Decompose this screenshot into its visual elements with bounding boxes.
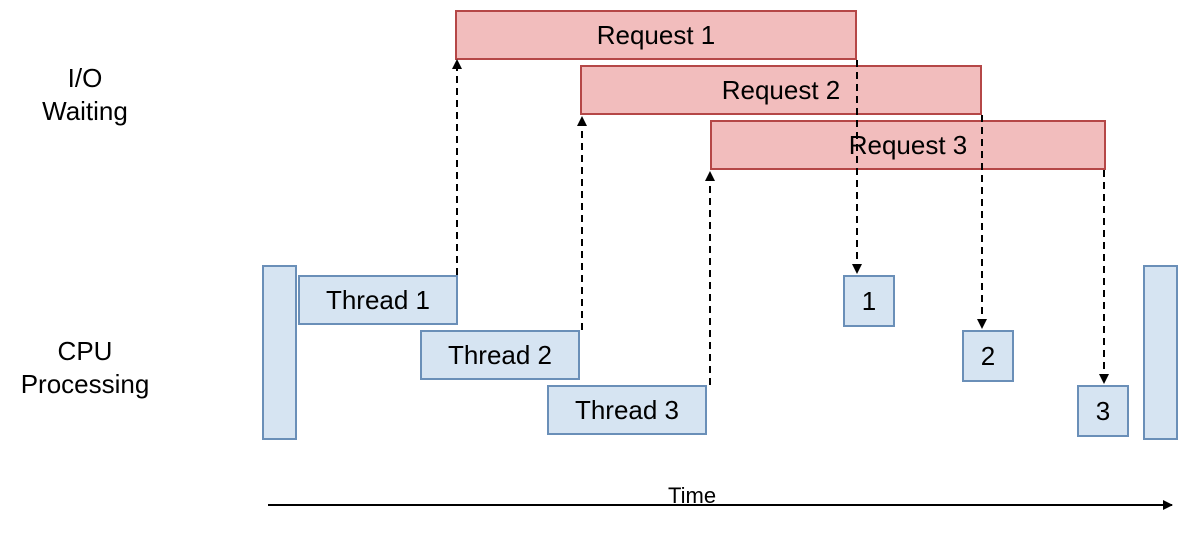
result-box-3: 3 [1077,385,1129,437]
result-label: 1 [862,286,876,317]
request-label: Request 1 [597,20,716,51]
request-label: Request 3 [849,130,968,161]
time-axis-label: Time [662,483,722,509]
cpu-block-left [262,265,297,440]
thread-box-2: Thread 2 [420,330,580,380]
thread-box-3: Thread 3 [547,385,707,435]
result-box-2: 2 [962,330,1014,382]
thread-label: Thread 3 [575,395,679,426]
request-box-1: Request 1 [455,10,857,60]
request-box-2: Request 2 [580,65,982,115]
io-waiting-line1: I/O [68,63,103,93]
time-text: Time [668,483,716,508]
thread-label: Thread 2 [448,340,552,371]
result-label: 3 [1096,396,1110,427]
thread-box-1: Thread 1 [298,275,458,325]
cpu-processing-label: CPU Processing [0,335,180,400]
cpu-processing-line1: CPU [58,336,113,366]
thread-label: Thread 1 [326,285,430,316]
result-label: 2 [981,341,995,372]
io-waiting-label: I/O Waiting [5,62,165,127]
cpu-block-right [1143,265,1178,440]
request-label: Request 2 [722,75,841,106]
cpu-processing-line2: Processing [21,369,150,399]
io-waiting-line2: Waiting [42,96,128,126]
request-box-3: Request 3 [710,120,1106,170]
result-box-1: 1 [843,275,895,327]
